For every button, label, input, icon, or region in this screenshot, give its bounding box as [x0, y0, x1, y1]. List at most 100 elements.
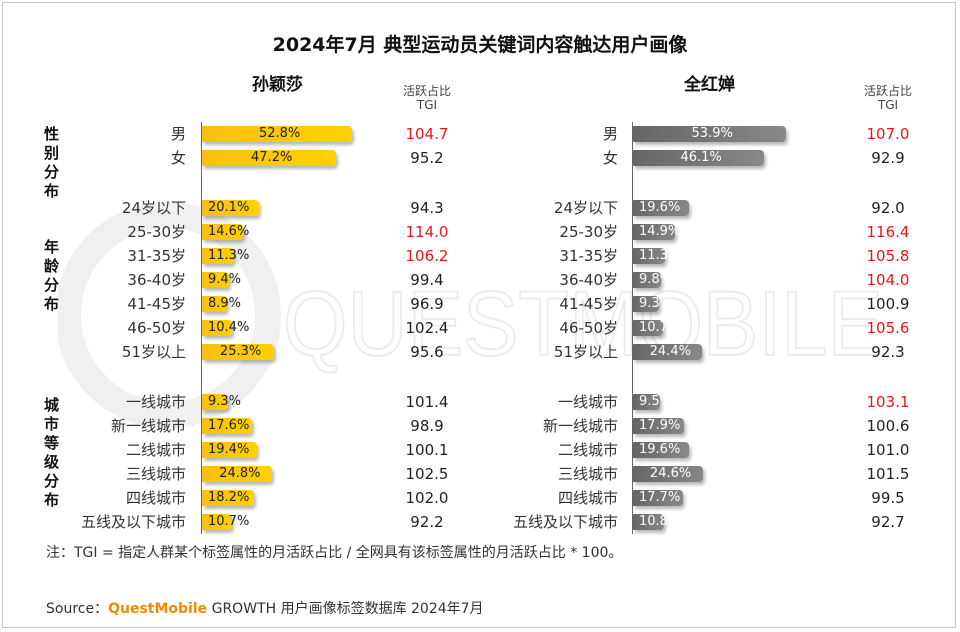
category-label: 一线城市	[557, 393, 618, 411]
panel-title-sun-yingsha: 孙颖莎	[252, 75, 303, 95]
bar-sun	[202, 126, 352, 142]
footnote: 注：TGI = 指定人群某个标签属性的月活跃占比 / 全网具有该标签属性的月活跃…	[46, 545, 623, 561]
tgi-value: 100.9	[866, 295, 910, 313]
category-label: 男	[602, 125, 618, 143]
group-label-char: 分	[44, 276, 60, 294]
tgi-value: 104.0	[866, 271, 910, 289]
bar-value-label: 11.3%	[639, 248, 681, 263]
bar-value-label: 17.9%	[639, 418, 681, 433]
bar-sun	[202, 442, 258, 458]
group-label-char: 布	[44, 295, 60, 313]
tgi-value: 99.4	[410, 271, 444, 289]
category-label: 女	[170, 149, 186, 167]
category-label: 四线城市	[557, 489, 618, 507]
bar-value-label: 9.8%	[639, 272, 673, 287]
bar-sun	[202, 272, 229, 288]
source-suffix: GROWTH 用户画像标签数据库 2024年7月	[207, 601, 484, 617]
category-label: 24岁以下	[121, 199, 186, 217]
tgi-value: 92.3	[871, 343, 905, 361]
group-label-char: 等	[44, 434, 60, 452]
source-brand: QuestMobile	[108, 601, 208, 617]
category-label: 46-50岁	[127, 319, 186, 337]
category-label: 一线城市	[125, 393, 186, 411]
group-label-char: 市	[44, 415, 60, 433]
chart-title: 2024年7月 典型运动员关键词内容触达用户画像	[272, 34, 688, 56]
source-line: Source：QuestMobile GROWTH 用户画像标签数据库 2024…	[46, 598, 484, 618]
tgi-value: 103.1	[866, 393, 910, 411]
bar-quan	[633, 248, 666, 264]
tgi-value: 96.9	[410, 295, 444, 313]
category-label: 男	[170, 125, 186, 143]
bar-value-label: 53.9%	[691, 126, 733, 141]
bar-sun	[202, 200, 260, 216]
tgi-value: 102.5	[405, 465, 449, 483]
group-label: 年龄分布	[44, 238, 66, 314]
bar-quan	[633, 442, 689, 458]
bar-quan	[633, 466, 703, 482]
tgi-value: 101.4	[405, 393, 449, 411]
bar-quan	[633, 394, 660, 410]
bar-sun	[202, 296, 228, 312]
tgi-value: 116.4	[866, 223, 910, 241]
category-label: 25-30岁	[559, 223, 618, 241]
category-label: 46-50岁	[559, 319, 618, 337]
bar-quan	[633, 490, 684, 506]
bar-value-label: 11.3%	[208, 248, 250, 263]
category-label: 36-40岁	[127, 271, 186, 289]
group-label-char: 布	[44, 182, 60, 200]
bar-value-label: 47.2%	[251, 150, 293, 165]
bar-value-label: 24.4%	[649, 344, 691, 359]
bar-value-label: 9.3%	[208, 394, 242, 409]
tgi-value: 92.9	[871, 149, 905, 167]
bar-value-label: 14.6%	[208, 224, 250, 239]
tgi-header-left: 活跃占比 TGI	[397, 84, 457, 112]
bar-value-label: 10.4%	[208, 320, 250, 335]
bar-quan	[633, 200, 689, 216]
group-label-char: 级	[44, 453, 60, 471]
category-label: 51岁以上	[121, 343, 186, 361]
tgi-header-line2: TGI	[416, 98, 438, 112]
category-label: 新一线城市	[110, 417, 186, 435]
bar-value-label: 17.6%	[208, 418, 250, 433]
category-label: 31-35岁	[127, 247, 186, 265]
tgi-value: 106.2	[405, 247, 449, 265]
bar-value-label: 10.7%	[639, 320, 681, 335]
category-label: 二线城市	[125, 441, 186, 459]
category-label: 二线城市	[557, 441, 618, 459]
bar-value-label: 17.7%	[639, 490, 681, 505]
category-label: 25-30岁	[127, 223, 186, 241]
tgi-value: 114.0	[405, 223, 449, 241]
bar-sun	[202, 320, 232, 336]
tgi-value: 94.3	[410, 199, 444, 217]
panel-title-quan-hongchan: 全红婵	[684, 75, 735, 95]
tgi-value: 101.0	[866, 441, 910, 459]
bar-sun	[202, 344, 274, 360]
axis-line-right	[632, 122, 633, 534]
bar-value-label: 9.3%	[639, 296, 673, 311]
bar-sun	[202, 248, 235, 264]
tgi-header-line2: TGI	[877, 98, 899, 112]
bar-quan	[633, 320, 664, 336]
category-label: 五线及以下城市	[512, 513, 618, 531]
bar-sun	[202, 394, 229, 410]
bar-sun	[202, 224, 244, 240]
bar-sun	[202, 466, 273, 482]
category-label: 三线城市	[125, 465, 186, 483]
bar-value-label: 52.8%	[258, 126, 301, 141]
group-label-char: 龄	[44, 257, 60, 275]
axis-line-left	[201, 122, 202, 534]
bar-value-label: 19.4%	[208, 442, 250, 457]
source-prefix: Source：	[46, 601, 109, 617]
tgi-value: 98.9	[410, 417, 444, 435]
tgi-value: 92.7	[871, 513, 905, 531]
group-label-char: 年	[44, 238, 60, 256]
bar-value-label: 10.7%	[208, 514, 250, 529]
group-label-char: 性	[44, 125, 60, 143]
bar-quan	[633, 344, 703, 360]
bar-value-label: 9.5%	[639, 394, 673, 409]
tgi-value: 99.5	[871, 489, 905, 507]
bar-value-label: 25.3%	[219, 344, 262, 359]
category-label: 女	[602, 149, 618, 167]
bar-quan	[633, 296, 660, 312]
